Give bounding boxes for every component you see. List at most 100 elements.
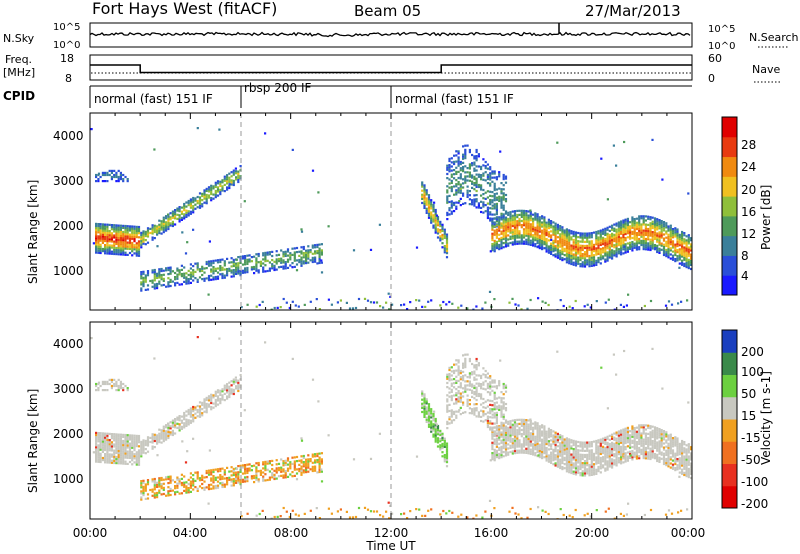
echo-cell [228, 389, 231, 392]
echo-cell [255, 265, 258, 268]
echo-cell [667, 243, 670, 247]
echo-cell [106, 240, 109, 243]
echo-cell [314, 260, 317, 263]
echo-cell [262, 266, 265, 269]
echo-cell [504, 181, 508, 184]
echo-cell [436, 424, 440, 428]
echo-cell [653, 237, 657, 240]
echo-cell [198, 405, 202, 408]
echo-cell [459, 191, 462, 194]
echo-cell [491, 207, 494, 210]
echo-cell [99, 231, 102, 234]
echo-cell [527, 450, 530, 453]
echo-cell [448, 366, 451, 369]
echo-cell [583, 251, 587, 254]
echo-cell [216, 275, 220, 278]
echo-cell [556, 256, 559, 259]
echo-cell [644, 240, 647, 243]
echo-cell [493, 391, 496, 394]
echo-cell [685, 261, 688, 265]
echo-cell [194, 203, 197, 206]
echo-cell [108, 441, 111, 444]
echo-cell [430, 426, 433, 429]
echo-cell [491, 454, 494, 457]
echo-cell [498, 434, 501, 437]
echo-cell [565, 259, 568, 262]
echo-cell [149, 440, 152, 444]
echo-cell [445, 247, 449, 251]
echo-cell [455, 172, 458, 175]
echo-cell [307, 251, 310, 254]
echo-cell [169, 433, 172, 436]
echo-cell [183, 266, 186, 269]
echo-cell [203, 402, 206, 405]
echo-cell [547, 444, 550, 447]
echo-cell [511, 233, 514, 236]
echo-cell [538, 222, 541, 225]
echo-cell [445, 303, 448, 306]
echo-cell [153, 492, 156, 495]
echo-cell [171, 433, 174, 437]
echo-cell [475, 159, 478, 162]
echo-cell [504, 444, 508, 447]
echo-cell [543, 224, 546, 227]
echo-cell [425, 412, 428, 415]
echo-cell [534, 232, 537, 235]
echo-cell [95, 446, 98, 449]
power-ylabel: Slant Range [km] [26, 180, 40, 284]
echo-cell [178, 415, 181, 418]
echo-cell [151, 488, 154, 491]
echo-cell [320, 452, 323, 455]
echo-cell [160, 493, 163, 496]
echo-cell [171, 280, 174, 283]
echo-cell [110, 378, 113, 381]
echo-cell [135, 455, 138, 458]
echo-cell [455, 160, 458, 163]
echo-cell [690, 253, 692, 256]
echo-cell [662, 251, 666, 254]
echo-cell [525, 437, 528, 440]
echo-cell [305, 249, 308, 252]
echo-cell [441, 238, 444, 241]
echo-cell [498, 248, 501, 251]
echo-cell [559, 466, 562, 470]
echo-cell [622, 240, 625, 243]
echo-cell [126, 243, 129, 246]
echo-cell [205, 471, 208, 475]
echo-cell [185, 489, 188, 492]
echo-cell [554, 433, 557, 436]
echo-cell [484, 160, 487, 164]
echo-cell [624, 239, 627, 242]
echo-cell [441, 442, 444, 446]
echo-cell [460, 304, 463, 307]
echo-cell [174, 418, 177, 421]
echo-cell [119, 454, 122, 457]
echo-cell [611, 234, 614, 238]
echo-cell [142, 445, 145, 448]
echo-cell [574, 258, 578, 261]
echo-cell [427, 423, 431, 426]
echo-cell [554, 441, 557, 444]
echo-cell [110, 433, 113, 436]
echo-cell [552, 459, 555, 462]
echo-cell [623, 245, 626, 248]
echo-cell [518, 240, 521, 243]
echo-cell [669, 257, 672, 260]
echo-cell [122, 444, 125, 447]
echo-cell [471, 373, 474, 376]
echo-cell [192, 410, 195, 413]
echo-cell [156, 274, 159, 277]
echo-cell [119, 230, 122, 233]
echo-cell [599, 231, 602, 234]
echo-cell [604, 252, 607, 255]
echo-cell [126, 450, 129, 453]
echo-cell [176, 217, 179, 220]
echo-cell [210, 260, 213, 263]
echo-cell [122, 233, 125, 236]
echo-cell [221, 388, 224, 391]
echo-cell [611, 257, 614, 260]
echo-cell [602, 238, 605, 242]
echo-cell [538, 427, 541, 430]
echo-cell [318, 466, 321, 469]
echo-cell [450, 175, 453, 178]
